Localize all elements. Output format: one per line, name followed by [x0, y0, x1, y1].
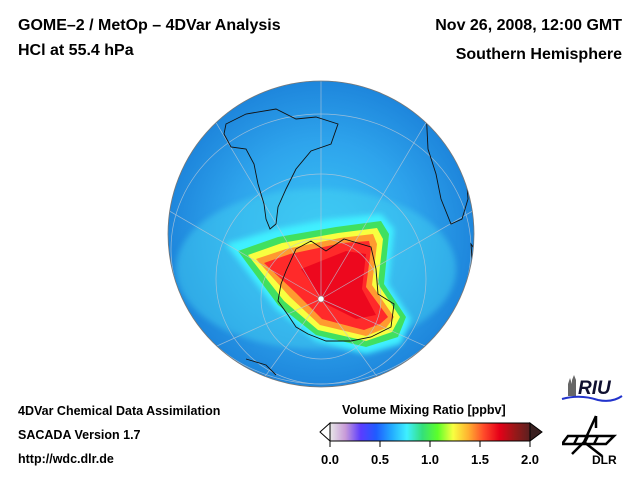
australia-coast [245, 358, 277, 376]
colorbar-min-arrow [319, 422, 331, 443]
globe-outline [167, 80, 475, 388]
riu-text: RIU [578, 378, 612, 399]
colorbar [319, 422, 543, 447]
date-label: Nov 26, 2008, 12:00 GMT [435, 17, 622, 34]
graticule [168, 81, 474, 387]
colorbar-scale [329, 422, 531, 442]
polar-map [167, 80, 475, 388]
colorbar-tick: 0.5 [370, 452, 390, 467]
footer-line-2: SACADA Version 1.7 [18, 428, 141, 442]
footer-line-1: 4DVar Chemical Data Assimilation [18, 404, 221, 418]
south-america-coast [223, 108, 339, 230]
region-label: Southern Hemisphere [455, 46, 622, 63]
map-title: GOME–2 / MetOp – 4DVar Analysis [18, 17, 281, 34]
colorbar-tick: 1.0 [420, 452, 440, 467]
dlr-logo: DLR [562, 415, 618, 467]
colorbar-max-arrow [529, 422, 543, 442]
dlr-text: DLR [592, 453, 617, 467]
dlr-emblem-icon [562, 415, 618, 457]
colorbar-tick: 2.0 [520, 452, 540, 467]
antarctica-coast [277, 238, 395, 342]
colorbar-title: Volume Mixing Ratio [ppbv] [342, 403, 506, 417]
river-icon [561, 395, 623, 402]
vortex-core [301, 251, 376, 319]
colorbar-tick: 1.5 [470, 452, 490, 467]
south-pole-marker [317, 295, 325, 303]
colorbar-tick: 0.0 [320, 452, 340, 467]
footer-link[interactable]: http://wdc.dlr.de [18, 452, 114, 466]
riu-logo: RIU [561, 375, 623, 402]
map-subtitle: HCl at 55.4 hPa [18, 42, 134, 59]
cathedral-icon [568, 375, 576, 396]
